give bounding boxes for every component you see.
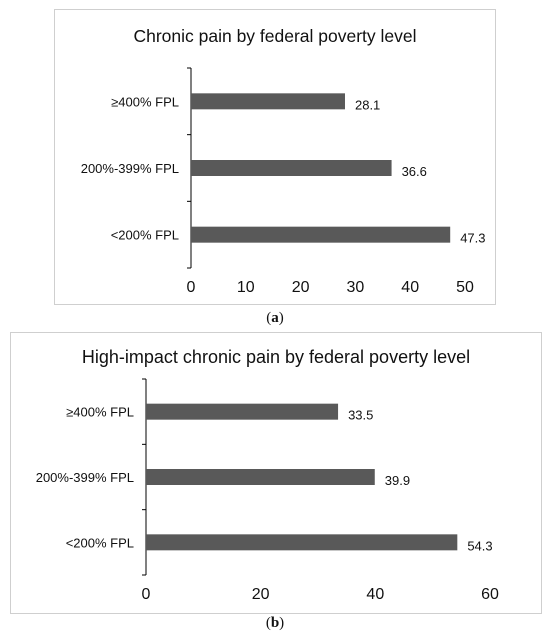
data-label: 39.9	[385, 473, 410, 488]
x-tick-label: 20	[292, 279, 310, 296]
category-label: <200% FPL	[111, 228, 179, 243]
x-tick-label: 50	[456, 279, 474, 296]
chart-panel-a: Chronic pain by federal poverty level ≥4…	[54, 9, 496, 305]
bar	[191, 160, 392, 176]
caption-letter: b	[270, 615, 280, 631]
category-label: <200% FPL	[66, 535, 134, 550]
bar	[146, 534, 458, 551]
chart-title: Chronic pain by federal poverty level	[133, 26, 417, 46]
bar-chart-b: ≥400% FPL 33.5 200%-399% FPL 39.9 <200% FPL 5…	[36, 378, 499, 603]
data-label: 28.1	[355, 97, 380, 112]
x-tick-label: 10	[237, 279, 255, 296]
category-label: 200%-399% FPL	[36, 470, 134, 485]
caption-letter: a	[271, 310, 279, 326]
x-tick-label: 20	[252, 586, 270, 603]
x-tick-label: 0	[187, 279, 196, 296]
category-label: 200%-399% FPL	[81, 161, 179, 176]
x-tick-label: 60	[481, 586, 499, 603]
data-label: 33.5	[348, 408, 373, 423]
chart-panel-b: High-impact chronic pain by federal pove…	[10, 332, 542, 614]
caption-b: (b)	[265, 615, 285, 631]
bar	[146, 469, 375, 485]
data-label: 54.3	[467, 538, 492, 553]
category-label: ≥400% FPL	[111, 94, 179, 109]
bar	[191, 93, 345, 110]
bar	[146, 403, 339, 420]
category-label: ≥400% FPL	[66, 405, 134, 420]
bar	[191, 226, 451, 243]
x-tick-label: 0	[142, 586, 151, 603]
x-tick-label: 40	[366, 586, 384, 603]
caption-a: (a)	[266, 310, 284, 326]
bar-chart-a: ≥400% FPL 28.1 200%-399% FPL 36.6 <200% FPL 4…	[81, 67, 486, 296]
data-label: 36.6	[402, 164, 427, 179]
x-tick-label: 30	[347, 279, 365, 296]
x-tick-label: 40	[401, 279, 419, 296]
chart-title: High-impact chronic pain by federal pove…	[81, 347, 471, 367]
data-label: 47.3	[460, 231, 485, 246]
